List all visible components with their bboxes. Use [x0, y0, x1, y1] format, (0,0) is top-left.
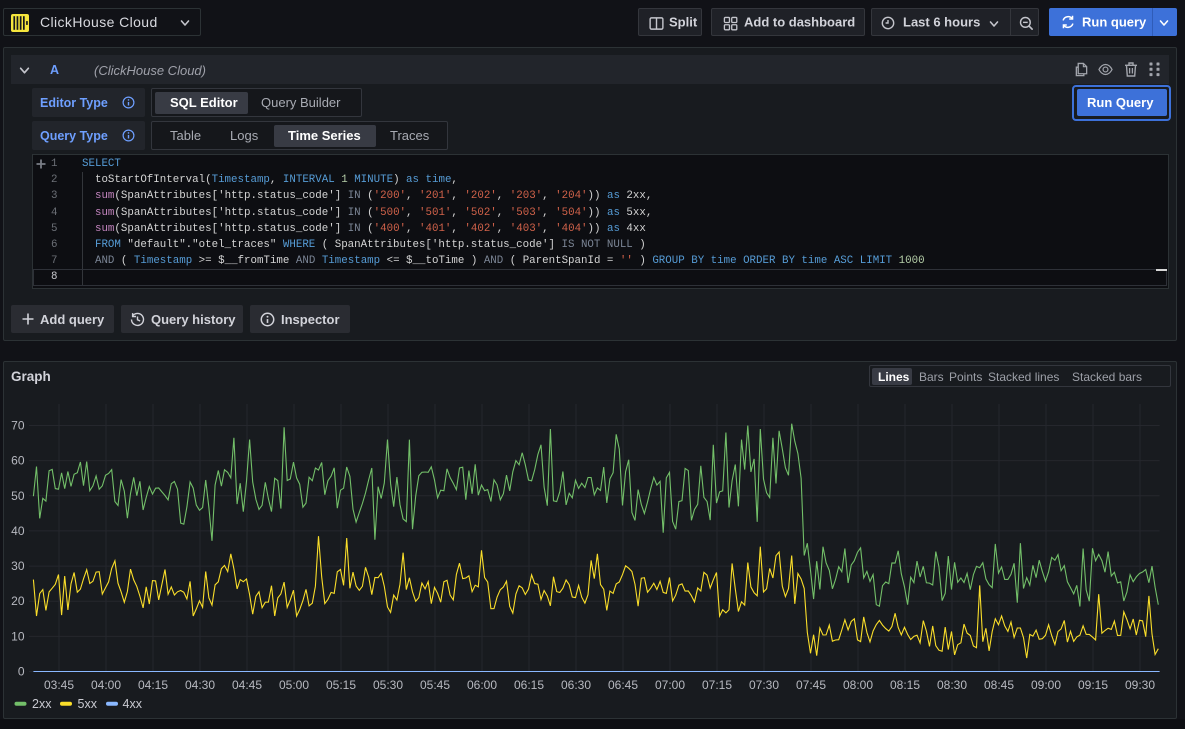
svg-text:06:45: 06:45 — [608, 678, 638, 692]
svg-text:30: 30 — [11, 559, 25, 573]
svg-text:20: 20 — [11, 594, 25, 608]
svg-text:06:15: 06:15 — [514, 678, 544, 692]
svg-text:09:15: 09:15 — [1078, 678, 1108, 692]
svg-text:4xx: 4xx — [123, 697, 143, 711]
svg-text:10: 10 — [11, 629, 25, 643]
svg-text:05:15: 05:15 — [326, 678, 356, 692]
svg-text:06:00: 06:00 — [467, 678, 497, 692]
svg-text:08:45: 08:45 — [984, 678, 1014, 692]
svg-text:04:15: 04:15 — [138, 678, 168, 692]
svg-text:05:45: 05:45 — [420, 678, 450, 692]
svg-text:40: 40 — [11, 524, 25, 538]
svg-text:07:30: 07:30 — [749, 678, 779, 692]
svg-text:70: 70 — [11, 419, 25, 433]
svg-text:08:15: 08:15 — [890, 678, 920, 692]
svg-text:06:30: 06:30 — [561, 678, 591, 692]
svg-text:04:45: 04:45 — [232, 678, 262, 692]
svg-text:0: 0 — [18, 665, 25, 679]
svg-text:07:15: 07:15 — [702, 678, 732, 692]
svg-text:2xx: 2xx — [32, 697, 52, 711]
svg-text:08:30: 08:30 — [937, 678, 967, 692]
svg-text:07:45: 07:45 — [796, 678, 826, 692]
svg-text:09:30: 09:30 — [1125, 678, 1155, 692]
svg-text:5xx: 5xx — [78, 697, 98, 711]
svg-text:05:30: 05:30 — [373, 678, 403, 692]
svg-text:09:00: 09:00 — [1031, 678, 1061, 692]
svg-text:07:00: 07:00 — [655, 678, 685, 692]
svg-text:50: 50 — [11, 489, 25, 503]
svg-text:03:45: 03:45 — [44, 678, 74, 692]
svg-text:60: 60 — [11, 454, 25, 468]
svg-text:05:00: 05:00 — [279, 678, 309, 692]
svg-text:04:00: 04:00 — [91, 678, 121, 692]
svg-text:08:00: 08:00 — [843, 678, 873, 692]
svg-text:04:30: 04:30 — [185, 678, 215, 692]
